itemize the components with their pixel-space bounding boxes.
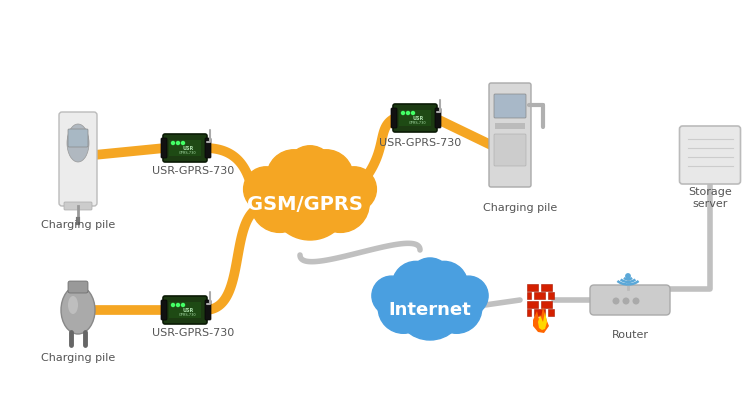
Circle shape: [626, 274, 630, 278]
Circle shape: [286, 146, 334, 194]
FancyBboxPatch shape: [163, 296, 207, 324]
Circle shape: [372, 276, 411, 315]
Text: USR: USR: [413, 117, 424, 122]
Text: GSM/GPRS: GSM/GPRS: [247, 196, 363, 215]
Text: USR-GPRS-730: USR-GPRS-730: [379, 138, 461, 148]
Ellipse shape: [68, 296, 78, 314]
Polygon shape: [538, 312, 547, 330]
Circle shape: [614, 298, 619, 304]
Circle shape: [176, 304, 179, 306]
Circle shape: [412, 111, 415, 115]
Text: USR: USR: [182, 146, 194, 152]
FancyBboxPatch shape: [533, 292, 544, 299]
Text: USR-GPRS-730: USR-GPRS-730: [152, 328, 234, 338]
FancyBboxPatch shape: [541, 300, 551, 308]
FancyBboxPatch shape: [169, 140, 201, 156]
Text: Charging pile: Charging pile: [483, 203, 557, 213]
FancyBboxPatch shape: [526, 300, 538, 308]
FancyBboxPatch shape: [205, 138, 211, 158]
FancyBboxPatch shape: [533, 309, 544, 316]
Ellipse shape: [67, 124, 89, 162]
FancyBboxPatch shape: [494, 134, 526, 166]
Text: Charging pile: Charging pile: [40, 353, 116, 363]
FancyBboxPatch shape: [68, 129, 88, 147]
Text: USR: USR: [182, 308, 194, 314]
Circle shape: [378, 283, 428, 333]
FancyBboxPatch shape: [169, 302, 201, 318]
Circle shape: [182, 304, 184, 306]
Text: GPRS-730: GPRS-730: [179, 151, 196, 155]
Circle shape: [395, 270, 465, 340]
Circle shape: [298, 150, 353, 204]
FancyBboxPatch shape: [435, 108, 441, 128]
Circle shape: [332, 167, 376, 212]
FancyBboxPatch shape: [541, 284, 551, 290]
FancyBboxPatch shape: [205, 300, 211, 320]
FancyBboxPatch shape: [526, 284, 538, 290]
Circle shape: [406, 111, 410, 115]
Circle shape: [267, 150, 321, 204]
Text: GPRS-730: GPRS-730: [410, 121, 427, 125]
Circle shape: [392, 261, 439, 309]
FancyBboxPatch shape: [68, 281, 88, 293]
Circle shape: [172, 142, 175, 144]
FancyBboxPatch shape: [399, 110, 431, 126]
Text: GPRS-730: GPRS-730: [179, 313, 196, 317]
Circle shape: [176, 142, 179, 144]
Circle shape: [244, 167, 289, 212]
Circle shape: [623, 298, 628, 304]
Circle shape: [633, 298, 639, 304]
FancyBboxPatch shape: [391, 108, 397, 128]
Text: Storage
server: Storage server: [688, 187, 732, 209]
FancyBboxPatch shape: [526, 309, 530, 316]
FancyBboxPatch shape: [161, 300, 167, 320]
Circle shape: [409, 258, 451, 300]
FancyBboxPatch shape: [393, 104, 437, 132]
Circle shape: [420, 261, 468, 309]
FancyBboxPatch shape: [680, 126, 740, 184]
FancyBboxPatch shape: [64, 202, 92, 210]
FancyBboxPatch shape: [494, 94, 526, 118]
Circle shape: [270, 160, 350, 240]
Text: Charging pile: Charging pile: [40, 220, 116, 230]
FancyBboxPatch shape: [489, 83, 531, 187]
Text: Internet: Internet: [388, 301, 471, 319]
FancyBboxPatch shape: [590, 285, 670, 315]
FancyBboxPatch shape: [548, 309, 554, 316]
FancyBboxPatch shape: [161, 138, 167, 158]
Text: USR-GPRS-730: USR-GPRS-730: [152, 166, 234, 176]
FancyBboxPatch shape: [163, 134, 207, 162]
Circle shape: [172, 304, 175, 306]
Circle shape: [182, 142, 184, 144]
Circle shape: [251, 175, 308, 233]
FancyBboxPatch shape: [526, 292, 530, 299]
FancyBboxPatch shape: [495, 123, 525, 129]
Circle shape: [431, 283, 482, 333]
Polygon shape: [533, 307, 549, 333]
Ellipse shape: [61, 286, 95, 334]
Circle shape: [401, 111, 404, 115]
FancyBboxPatch shape: [548, 292, 554, 299]
Text: Router: Router: [611, 330, 649, 340]
Circle shape: [311, 175, 369, 233]
FancyBboxPatch shape: [59, 112, 97, 206]
Circle shape: [449, 276, 488, 315]
